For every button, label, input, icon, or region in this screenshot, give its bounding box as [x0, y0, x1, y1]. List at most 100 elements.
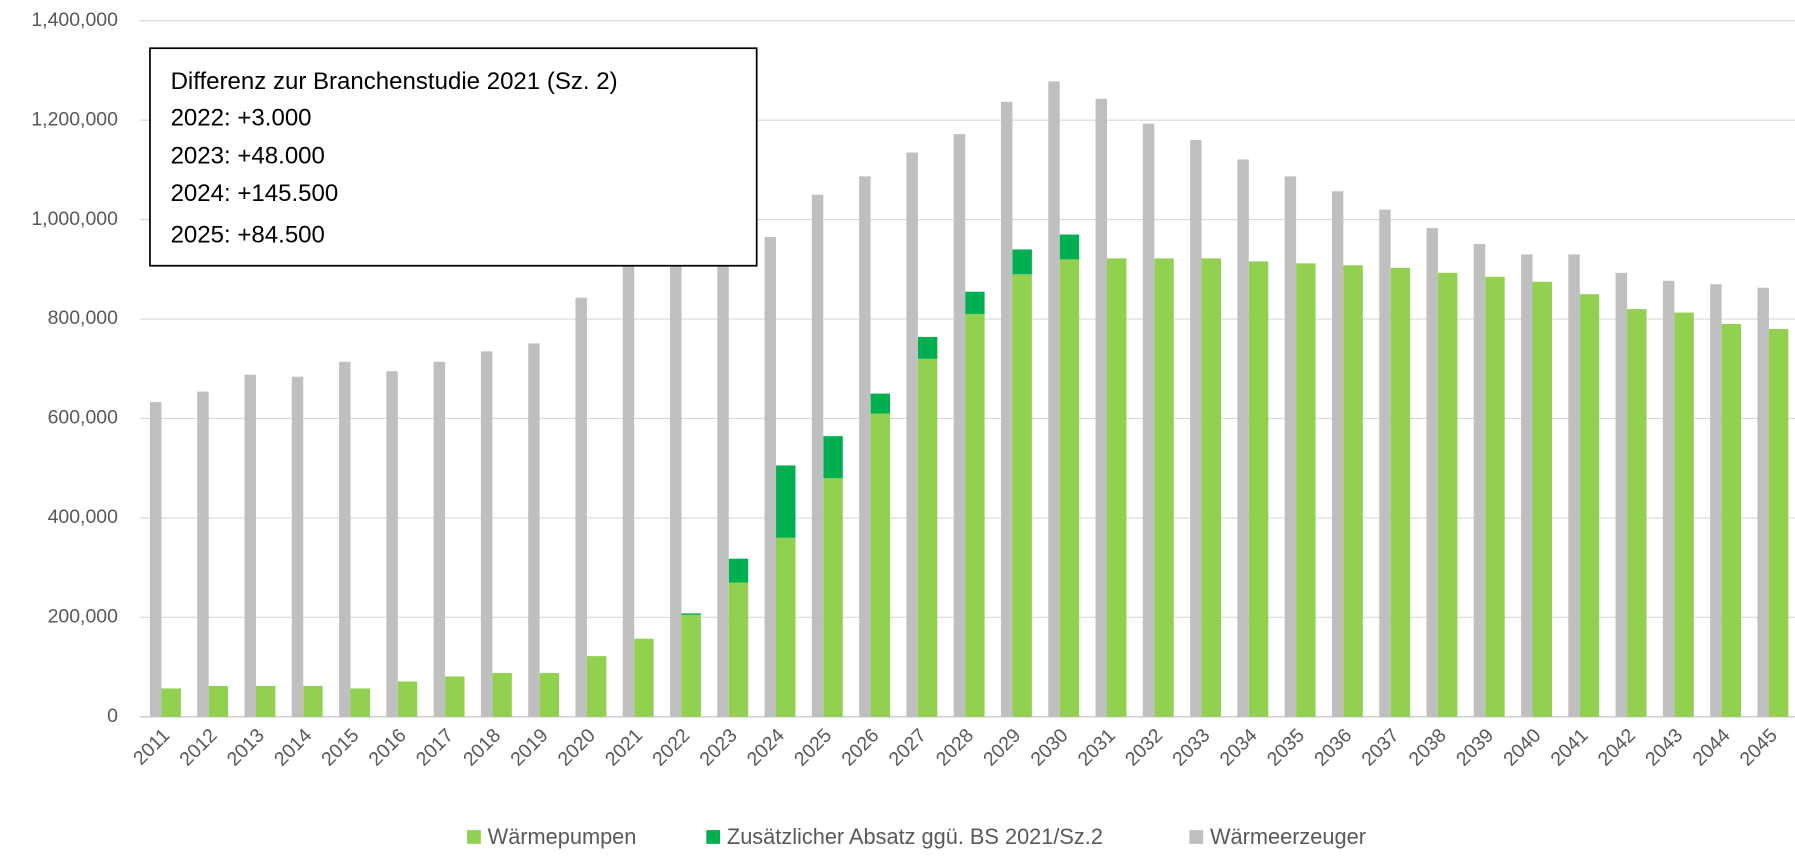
bar [1059, 234, 1080, 260]
bar [953, 134, 966, 717]
bar [255, 685, 276, 717]
annotation-text: Differenz zur Branchenstudie 2021 (Sz. 2… [171, 68, 618, 95]
x-tick-label: 2018 [459, 724, 505, 770]
bar [1768, 328, 1789, 717]
bar [1296, 263, 1316, 717]
bar [859, 176, 871, 717]
annotation-box [149, 47, 758, 267]
bar [1237, 159, 1249, 717]
bar [811, 194, 824, 717]
y-tick-label: 200,000 [48, 605, 118, 627]
bar [1662, 280, 1675, 717]
annotation-text: 2025: +84.500 [171, 221, 325, 248]
bar [161, 688, 181, 717]
bar [1190, 140, 1202, 717]
x-tick-label: 2045 [1736, 724, 1782, 770]
bar [776, 537, 796, 717]
bar [1331, 191, 1344, 717]
bar [1390, 267, 1411, 717]
x-tick-label: 2028 [932, 724, 978, 770]
bar [965, 314, 985, 717]
x-tick-label: 2035 [1263, 724, 1309, 770]
y-tick-label: 0 [107, 705, 118, 727]
x-tick-label: 2020 [554, 724, 600, 770]
x-tick-label: 2042 [1594, 724, 1640, 770]
bar [717, 254, 729, 717]
bar [386, 371, 398, 717]
x-tick-label: 2032 [1121, 724, 1167, 770]
bar [480, 351, 493, 717]
bar [1343, 265, 1363, 717]
bar [1710, 284, 1722, 717]
legend-swatch [706, 830, 721, 844]
x-tick-label: 2015 [317, 724, 363, 770]
bar [1579, 294, 1600, 717]
bar [906, 152, 918, 717]
bar [586, 656, 607, 717]
bar [622, 259, 635, 717]
x-tick-label: 2043 [1641, 724, 1687, 770]
y-tick-label: 600,000 [48, 407, 118, 429]
bar [1095, 98, 1107, 717]
legend-swatch [467, 830, 481, 844]
x-tick-label: 2036 [1310, 724, 1356, 770]
y-tick-label: 1,000,000 [31, 208, 118, 230]
x-tick-label: 2029 [979, 724, 1025, 770]
bar [208, 685, 229, 717]
bar [1012, 274, 1032, 717]
bar [433, 361, 446, 717]
legend-label: Wärmepumpen [488, 824, 637, 849]
annotation-text: 2022: +3.000 [171, 105, 312, 132]
x-tick-label: 2039 [1452, 724, 1498, 770]
y-tick-label: 800,000 [48, 307, 118, 329]
bar [1485, 276, 1505, 717]
x-tick-label: 2034 [1216, 724, 1262, 770]
x-tick-label: 2030 [1026, 724, 1072, 770]
bar [1757, 287, 1769, 717]
y-tick-label: 400,000 [48, 506, 118, 528]
bar [397, 681, 418, 717]
bar [1615, 272, 1628, 717]
bar [1721, 324, 1742, 717]
y-tick-label: 1,200,000 [31, 108, 118, 130]
x-tick-label: 2024 [743, 724, 789, 770]
bar [492, 673, 512, 717]
bar [149, 402, 162, 717]
x-tick-label: 2014 [270, 724, 316, 770]
x-tick-label: 2033 [1168, 724, 1214, 770]
x-tick-label: 2037 [1357, 724, 1403, 770]
bar [539, 673, 560, 717]
bar [1674, 312, 1694, 717]
bar [965, 291, 985, 315]
bar [1532, 281, 1552, 717]
bar [728, 558, 749, 583]
legend-label: Wärmeerzeuger [1210, 824, 1366, 849]
bar [1437, 272, 1458, 717]
bar [1284, 176, 1297, 717]
x-tick-label: 2021 [601, 724, 647, 770]
bar [917, 358, 938, 717]
bar [1012, 249, 1032, 275]
bar [1627, 309, 1647, 717]
bar [917, 336, 938, 359]
bar [1201, 258, 1222, 717]
bar [1568, 254, 1580, 717]
x-tick-label: 2026 [837, 724, 883, 770]
bar [823, 478, 843, 717]
bar [575, 297, 587, 717]
bar [291, 376, 304, 717]
bar [1000, 101, 1013, 717]
bar [445, 676, 465, 717]
x-tick-label: 2025 [790, 724, 836, 770]
x-tick-label: 2038 [1405, 724, 1451, 770]
x-tick-label: 2022 [648, 724, 694, 770]
bar [303, 685, 323, 717]
bar [1248, 261, 1269, 717]
bar [197, 391, 209, 717]
bar [1059, 259, 1080, 717]
x-tick-label: 2023 [695, 724, 741, 770]
bar [870, 413, 891, 717]
x-tick-label: 2012 [175, 724, 221, 770]
x-tick-label: 2027 [885, 724, 931, 770]
